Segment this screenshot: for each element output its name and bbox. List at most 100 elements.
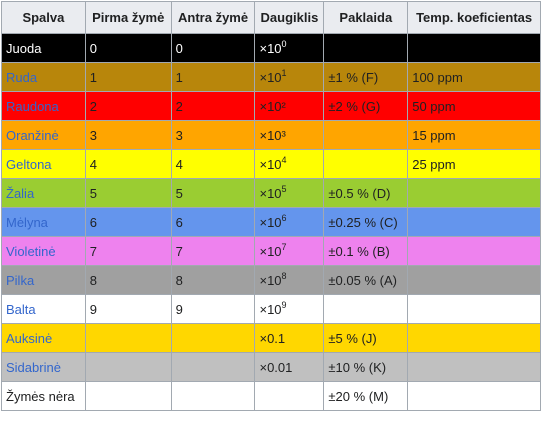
table-row: Auksinė ×0.1 ±5 % (J): [1, 323, 541, 353]
multiplier-base: ×10: [259, 156, 282, 172]
header-temp-coefficient: Temp. koeficientas: [407, 1, 541, 34]
first-band-cell: 2: [84, 91, 172, 121]
first-band-cell: 8: [84, 265, 172, 295]
multiplier-exponent: 4: [281, 154, 287, 165]
color-name-cell[interactable]: Mėlyna: [1, 207, 86, 237]
multiplier-cell: ×109: [254, 294, 325, 324]
multiplier-exponent: 7: [281, 241, 287, 252]
first-band-cell: 7: [84, 236, 172, 266]
temp-coefficient-cell: [407, 352, 541, 382]
tolerance-cell: ±20 % (M): [323, 381, 409, 411]
table-row: Balta 9 9 ×109: [1, 294, 541, 324]
tolerance-cell: ±0.1 % (B): [323, 236, 409, 266]
multiplier-base: ×10: [259, 243, 282, 259]
multiplier-exponent: 9: [281, 299, 287, 310]
color-name-cell[interactable]: Raudona: [1, 91, 86, 121]
header-row: Spalva Pirma žymė Antra žymė Daugiklis P…: [1, 1, 541, 34]
temp-coefficient-cell: [407, 207, 541, 237]
multiplier-base: ×10: [259, 69, 282, 85]
temp-coefficient-cell: 100 ppm: [407, 62, 541, 92]
temp-coefficient-cell: [407, 294, 541, 324]
multiplier-cell: ×10²: [254, 91, 325, 121]
multiplier-exponent: 6: [281, 212, 287, 223]
first-band-cell: 0: [84, 33, 172, 63]
temp-coefficient-cell: [407, 178, 541, 208]
tolerance-cell: ±10 % (K): [323, 352, 409, 382]
multiplier-cell: ×100: [254, 33, 325, 63]
header-second-band: Antra žymė: [170, 1, 256, 34]
table-row: Raudona 2 2 ×10² ±2 % (G) 50 ppm: [1, 91, 541, 121]
multiplier-cell: ×107: [254, 236, 325, 266]
tolerance-cell: ±1 % (F): [323, 62, 409, 92]
color-name-cell[interactable]: Pilka: [1, 265, 86, 295]
second-band-cell: 5: [170, 178, 256, 208]
tolerance-cell: ±2 % (G): [323, 91, 409, 121]
table-row: Oranžinė 3 3 ×10³ 15 ppm: [1, 120, 541, 150]
tolerance-cell: [323, 120, 409, 150]
color-name-cell: Juoda: [1, 33, 86, 63]
first-band-cell: [84, 381, 172, 411]
tolerance-cell: [323, 149, 409, 179]
temp-coefficient-cell: 50 ppm: [407, 91, 541, 121]
second-band-cell: 6: [170, 207, 256, 237]
multiplier-base: ×10: [259, 214, 282, 230]
color-name-cell[interactable]: Geltona: [1, 149, 86, 179]
multiplier-cell: [254, 381, 325, 411]
multiplier-cell: ×0.1: [254, 323, 325, 353]
second-band-cell: 8: [170, 265, 256, 295]
temp-coefficient-cell: [407, 265, 541, 295]
multiplier-exponent: 0: [281, 38, 287, 49]
color-name-cell[interactable]: Žalia: [1, 178, 86, 208]
table-row: Ruda 1 1 ×101 ±1 % (F) 100 ppm: [1, 62, 541, 92]
header-multiplier: Daugiklis: [254, 1, 325, 34]
temp-coefficient-cell: [407, 236, 541, 266]
multiplier-base: ×10: [259, 40, 282, 56]
temp-coefficient-cell: 15 ppm: [407, 120, 541, 150]
table-row: Žymės nėra ±20 % (M): [1, 381, 541, 411]
multiplier-base: ×10: [259, 301, 282, 317]
multiplier-base: ×0.1: [259, 330, 286, 346]
color-name-cell[interactable]: Balta: [1, 294, 86, 324]
color-name-cell[interactable]: Oranžinė: [1, 120, 86, 150]
header-color: Spalva: [1, 1, 86, 34]
first-band-cell: 6: [84, 207, 172, 237]
tolerance-cell: ±0.25 % (C): [323, 207, 409, 237]
multiplier-exponent: 1: [281, 67, 287, 78]
multiplier-cell: ×101: [254, 62, 325, 92]
color-name-cell[interactable]: Auksinė: [1, 323, 86, 353]
multiplier-cell: ×106: [254, 207, 325, 237]
multiplier-base: ×10: [259, 272, 282, 288]
color-name-cell[interactable]: Ruda: [1, 62, 86, 92]
tolerance-cell: ±0.05 % (A): [323, 265, 409, 295]
second-band-cell: 7: [170, 236, 256, 266]
multiplier-base: ×10²: [259, 98, 286, 114]
first-band-cell: 3: [84, 120, 172, 150]
color-name-cell[interactable]: Sidabrinė: [1, 352, 86, 382]
second-band-cell: 0: [170, 33, 256, 63]
first-band-cell: 9: [84, 294, 172, 324]
temp-coefficient-cell: [407, 33, 541, 63]
table-row: Violetinė 7 7 ×107 ±0.1 % (B): [1, 236, 541, 266]
multiplier-base: ×0.01: [259, 359, 293, 375]
multiplier-cell: ×105: [254, 178, 325, 208]
second-band-cell: 4: [170, 149, 256, 179]
second-band-cell: [170, 381, 256, 411]
temp-coefficient-cell: 25 ppm: [407, 149, 541, 179]
color-name-cell[interactable]: Violetinė: [1, 236, 86, 266]
multiplier-cell: ×10³: [254, 120, 325, 150]
multiplier-cell: ×0.01: [254, 352, 325, 382]
resistor-color-code-table: Spalva Pirma žymė Antra žymė Daugiklis P…: [1, 1, 541, 411]
tolerance-cell: ±5 % (J): [323, 323, 409, 353]
second-band-cell: 3: [170, 120, 256, 150]
second-band-cell: 9: [170, 294, 256, 324]
temp-coefficient-cell: [407, 381, 541, 411]
second-band-cell: [170, 323, 256, 353]
first-band-cell: [84, 352, 172, 382]
color-name-cell: Žymės nėra: [1, 381, 86, 411]
table-row: Juoda 0 0 ×100: [1, 33, 541, 63]
second-band-cell: [170, 352, 256, 382]
table-row: Mėlyna 6 6 ×106 ±0.25 % (C): [1, 207, 541, 237]
first-band-cell: [84, 323, 172, 353]
second-band-cell: 2: [170, 91, 256, 121]
temp-coefficient-cell: [407, 323, 541, 353]
